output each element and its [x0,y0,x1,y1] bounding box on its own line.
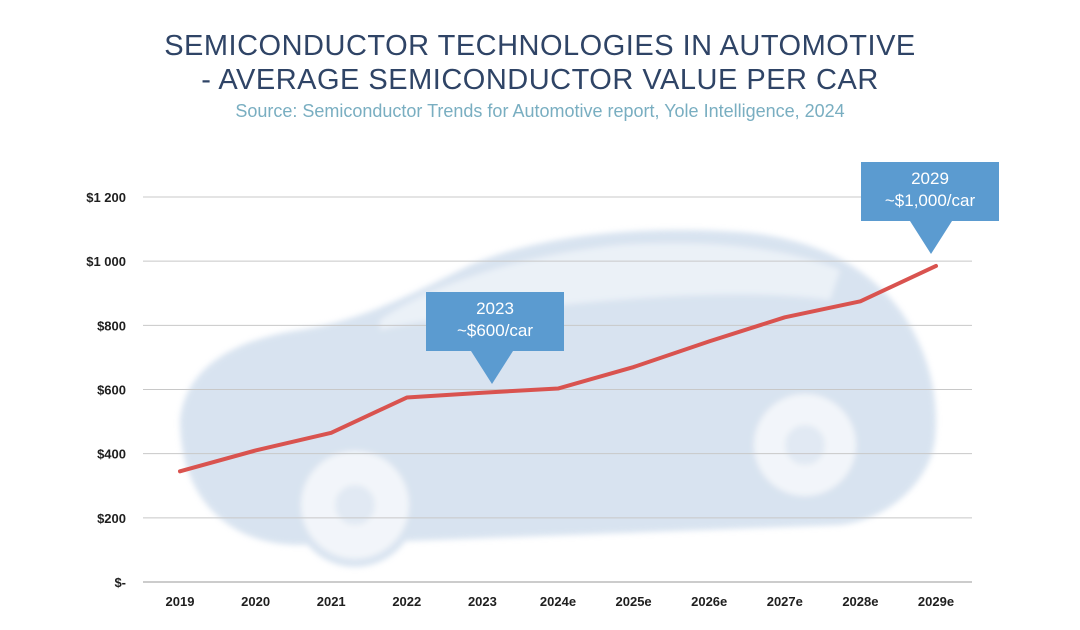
chart-subtitle: Source: Semiconductor Trends for Automot… [235,101,845,121]
x-tick-label: 2022 [392,594,421,609]
x-tick-label: 2019 [166,594,195,609]
x-tick-label: 2025e [616,594,652,609]
chart-title-line1: SEMICONDUCTOR TECHNOLOGIES IN AUTOMOTIVE [164,30,916,62]
y-tick-label: $- [114,575,126,590]
y-tick-label: $800 [97,318,126,333]
callout-2029-arrow [910,221,952,254]
callout-2023: 2023 ~$600/car [426,292,564,351]
x-tick-label: 2021 [317,594,346,609]
car-silhouette-image [180,229,936,567]
y-tick-label: $400 [97,447,126,462]
y-tick-label: $200 [97,511,126,526]
x-tick-label: 2027e [767,594,803,609]
callout-2029: 2029 ~$1,000/car [861,162,999,221]
x-tick-label: 2028e [842,594,878,609]
callout-2023-year: 2023 [476,299,514,318]
callout-2023-value: ~$600/car [456,321,534,340]
y-tick-label: $600 [97,383,126,398]
x-tick-label: 2029e [918,594,954,609]
x-tick-label: 2020 [241,594,270,609]
callout-2029-year: 2029 [911,169,949,188]
y-tick-label: $1 000 [86,254,126,269]
x-tick-label: 2023 [468,594,497,609]
x-tick-label: 2024e [540,594,576,609]
series-line [178,263,938,474]
x-tick-label: 2026e [691,594,727,609]
chart-title-line2: - AVERAGE SEMICONDUCTOR VALUE PER CAR [201,64,879,96]
callout-2023-arrow [471,351,513,384]
y-tick-label: $1 200 [86,190,126,205]
callout-2029-value: ~$1,000/car [884,191,976,210]
